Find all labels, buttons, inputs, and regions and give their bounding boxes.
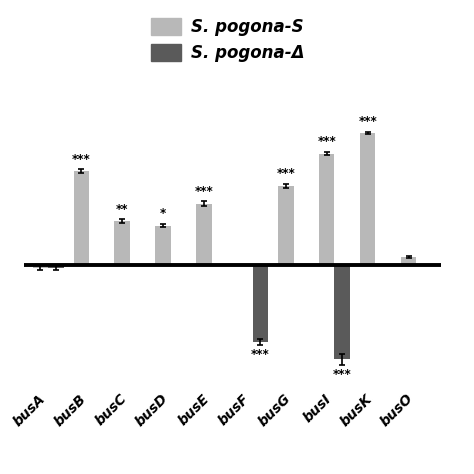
Text: ***: *** [333,368,352,381]
Text: **: ** [116,203,128,216]
Bar [196,203,212,265]
Bar [278,186,293,265]
Bar [33,265,48,268]
Bar [335,265,350,359]
Text: *: * [160,207,166,220]
Text: ***: *** [72,153,91,165]
Bar [73,171,89,265]
Bar [319,154,335,265]
Text: ***: *** [276,167,295,180]
Bar [115,221,130,265]
Text: ***: *** [251,348,270,361]
Legend: S. pogona-S, S. pogona-Δ: S. pogona-S, S. pogona-Δ [151,18,304,63]
Bar [155,226,171,265]
Bar [360,133,375,265]
Text: ***: *** [358,115,377,128]
Text: ***: *** [318,135,336,148]
Bar [253,265,268,342]
Bar [401,257,416,265]
Text: ***: *** [195,185,213,198]
Bar [48,265,64,268]
